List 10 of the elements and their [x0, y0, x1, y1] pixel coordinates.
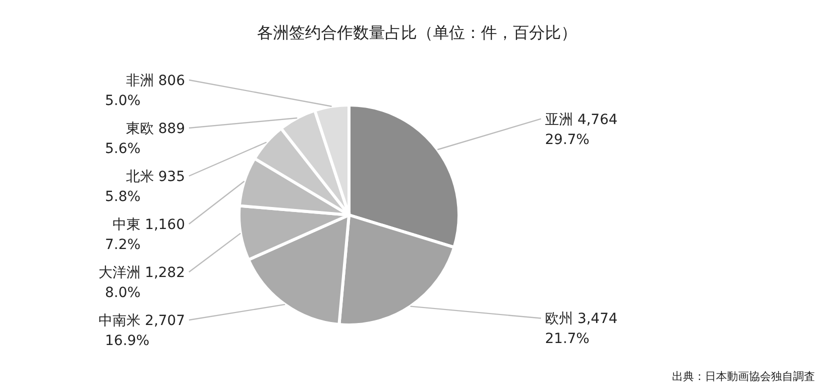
- slice-label: 中南米 2,707 16.9%: [98, 313, 185, 349]
- slice-label: 欧州 3,474 21.7%: [545, 311, 618, 348]
- slice-label: 大洋洲 1,282 8.0%: [98, 265, 185, 301]
- slice-label: 亚洲 4,764 29.7%: [545, 112, 618, 148]
- slice-label: 中東 1,160 7.2%: [105, 217, 185, 253]
- source-note: 出典：日本動画協会独自調査: [672, 370, 815, 383]
- slice-label: 非洲 806 5.0%: [105, 73, 186, 109]
- chart-title: 各洲签约合作数量占比（单位：件，百分比）: [257, 23, 577, 42]
- slice-label: 東欧 889 5.6%: [105, 121, 185, 157]
- slice-label: 北米 935 5.8%: [105, 169, 185, 205]
